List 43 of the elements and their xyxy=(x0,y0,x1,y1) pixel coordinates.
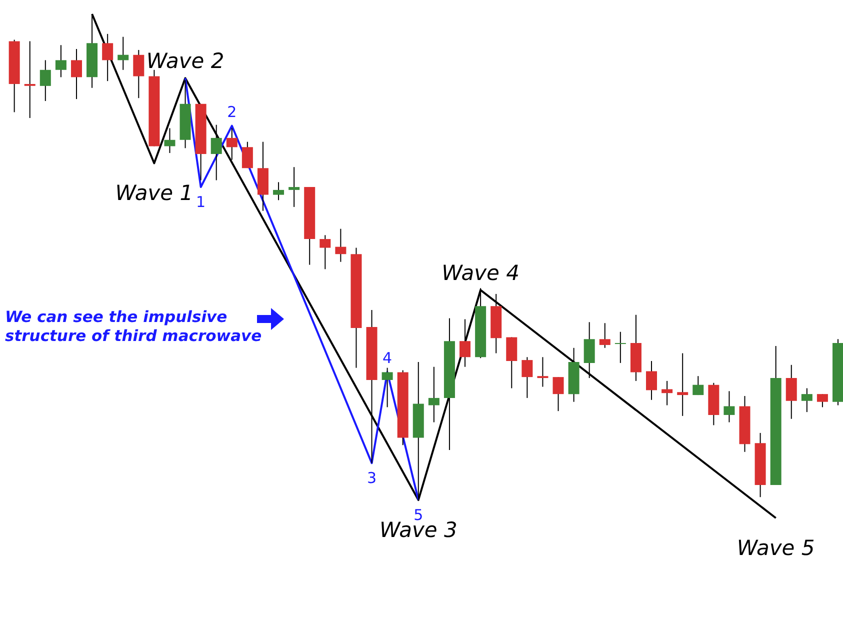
candlestick xyxy=(118,36,129,70)
candlestick xyxy=(210,124,222,181)
candlestick xyxy=(24,40,36,119)
text: Wave 5 xyxy=(736,536,815,560)
candlestick xyxy=(816,394,828,408)
candlestick xyxy=(677,352,688,416)
candlestick xyxy=(273,182,284,201)
candlestick xyxy=(786,364,797,420)
candlestick xyxy=(320,234,331,270)
candlestick xyxy=(692,376,704,396)
annotation: 3 xyxy=(366,469,377,488)
annotation: 1 xyxy=(196,193,206,212)
candlestick xyxy=(599,322,610,348)
annotation: 4 xyxy=(382,349,392,368)
candlestick xyxy=(662,380,673,406)
candlestick xyxy=(522,356,533,398)
candlestick xyxy=(133,49,144,99)
candlestick xyxy=(102,33,114,82)
candlestick xyxy=(537,356,548,388)
candlestick xyxy=(801,388,812,413)
candlestick xyxy=(460,318,471,368)
candlestick xyxy=(646,360,658,400)
candlestick xyxy=(70,48,82,100)
candlestick xyxy=(40,60,51,102)
candlestick xyxy=(552,376,564,412)
candlestick xyxy=(614,331,626,364)
candlestick xyxy=(164,128,176,154)
candlestick xyxy=(428,366,440,423)
annotation: Wave 4 xyxy=(442,261,520,286)
annotation: Wave 2 xyxy=(146,49,224,74)
annotation: Wave 1 xyxy=(115,181,194,206)
candlestick xyxy=(242,141,253,169)
annotation: 2 xyxy=(227,102,237,121)
annotation: We can see the impulsive structure of third macrowave xyxy=(5,308,262,345)
candlestick xyxy=(382,367,393,408)
candlestick xyxy=(55,44,66,78)
candlestick xyxy=(226,128,238,160)
candlestick xyxy=(584,322,595,379)
candlestick xyxy=(506,336,518,389)
candlestick xyxy=(335,228,346,262)
text: 5 xyxy=(414,506,424,524)
candlestick xyxy=(288,166,300,208)
candlestick xyxy=(724,390,735,423)
